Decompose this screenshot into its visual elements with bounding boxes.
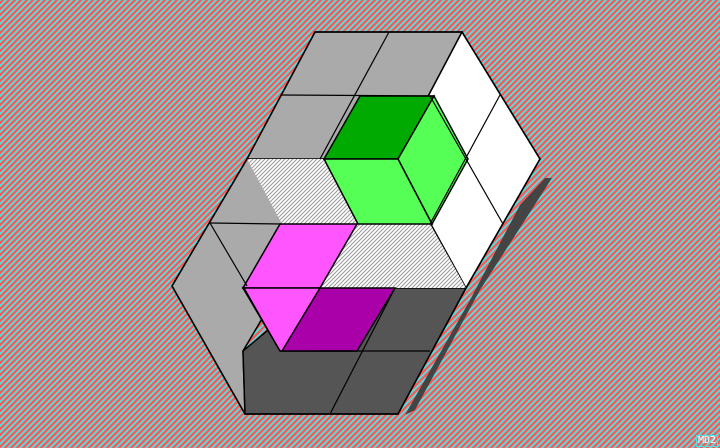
panel-grid-lines	[209, 31, 504, 415]
hexagon-outline	[171, 31, 541, 415]
corner-label: MD2	[695, 435, 718, 447]
green-cube-left	[322, 158, 434, 225]
drop-shadow	[405, 178, 552, 415]
